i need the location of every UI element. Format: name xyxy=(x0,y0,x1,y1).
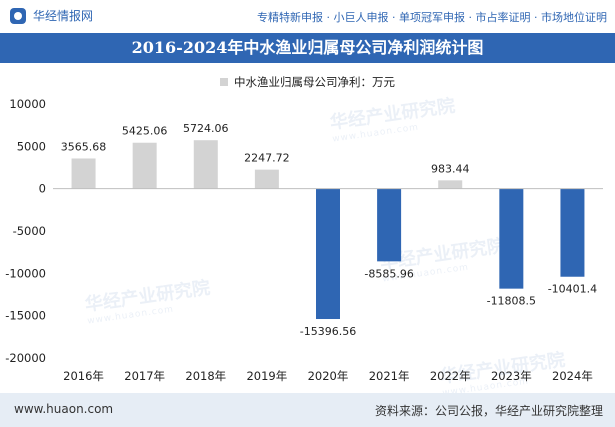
data-label: -10401.4 xyxy=(548,283,597,296)
footer: www.huaon.com 资料来源：公司公报，华经产业研究院整理 xyxy=(0,393,615,427)
x-tick-label: 2023年 xyxy=(491,369,532,383)
data-label: -11808.5 xyxy=(487,295,536,308)
header-tagline: 专精特新申报 · 小巨人申报 · 单项冠军申报 · 市占率证明 · 市场地位证明 xyxy=(257,11,607,24)
bar xyxy=(132,142,157,189)
y-tick-label: -10000 xyxy=(5,266,46,280)
y-tick-label: 5000 xyxy=(17,139,46,153)
data-label: 5724.06 xyxy=(183,122,229,135)
chart-title: 2016-2024年中水渔业归属母公司净利润统计图 xyxy=(0,33,615,63)
x-tick-label: 2018年 xyxy=(185,369,226,383)
y-tick-label: -15000 xyxy=(5,309,46,323)
bar xyxy=(438,180,463,189)
y-tick-label: 0 xyxy=(39,182,46,196)
x-tick-label: 2024年 xyxy=(552,369,593,383)
chart-legend: 中水渔业归属母公司净利：万元 xyxy=(0,74,615,90)
x-tick-label: 2021年 xyxy=(369,369,410,383)
bar xyxy=(71,158,96,189)
data-label: 3565.68 xyxy=(61,140,107,153)
bar xyxy=(316,188,340,320)
legend-label: 中水渔业归属母公司净利：万元 xyxy=(234,75,395,89)
logo-icon xyxy=(10,7,26,24)
x-tick-label: 2017年 xyxy=(124,369,165,383)
bar xyxy=(377,188,402,262)
bar xyxy=(254,169,279,189)
footer-url[interactable]: www.huaon.com xyxy=(14,402,114,416)
data-label: -8585.96 xyxy=(364,267,413,280)
y-tick-label: -20000 xyxy=(5,351,46,365)
x-tick-label: 2019年 xyxy=(246,369,287,383)
bar xyxy=(499,188,524,289)
footer-source: 资料来源：公司公报，华经产业研究院整理 xyxy=(374,404,603,418)
bar xyxy=(560,188,585,277)
y-tick-label: 10000 xyxy=(9,97,46,111)
legend-swatch xyxy=(220,78,228,86)
data-label: 983.44 xyxy=(431,162,470,175)
logo[interactable]: 华经情报网 xyxy=(10,7,93,24)
bar xyxy=(193,140,218,189)
data-label: -15396.56 xyxy=(300,325,356,338)
header: 华经情报网 专精特新申报 · 小巨人申报 · 单项冠军申报 · 市占率证明 · … xyxy=(0,0,615,33)
x-tick-label: 2022年 xyxy=(430,369,471,383)
x-tick-label: 2016年 xyxy=(63,369,104,383)
logo-text: 华经情报网 xyxy=(33,9,94,23)
data-label: 2247.72 xyxy=(244,152,290,165)
y-tick-label: -5000 xyxy=(13,224,46,238)
x-tick-label: 2020年 xyxy=(308,369,349,383)
data-label: 5425.06 xyxy=(122,125,168,138)
